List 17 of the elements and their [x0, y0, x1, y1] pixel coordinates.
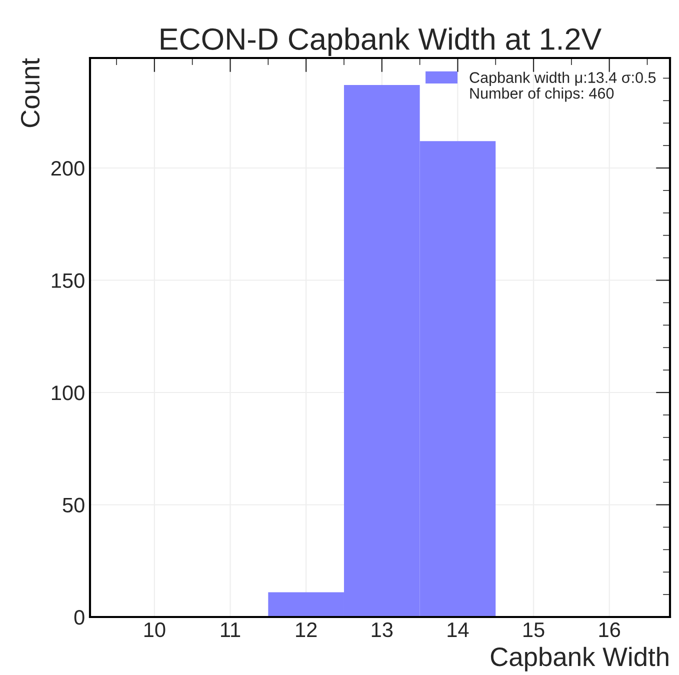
- y-tick-label: 150: [52, 273, 84, 288]
- x-tick-label: 11: [221, 622, 240, 637]
- y-tick-label: 100: [52, 386, 84, 400]
- chart-title: ECON-D Capbank Width at 1.2V: [160, 28, 602, 56]
- x-tick-label: 12: [296, 622, 317, 637]
- x-tick-label: 15: [524, 622, 544, 638]
- y-tick-label: 200: [51, 161, 84, 176]
- annotation: Number of chips: 460: [470, 88, 614, 102]
- x-axis-title: Capbank Width: [490, 646, 668, 672]
- legend-label: Capbank width μ:13.4 σ:0.5: [470, 72, 656, 86]
- x-tick-label: 10: [144, 622, 166, 638]
- x-tick-label: 13: [372, 622, 393, 638]
- y-tick-label: 50: [62, 498, 84, 513]
- x-tick-label: 14: [448, 622, 469, 637]
- x-tick-label: 16: [599, 622, 620, 638]
- y-tick-label: 0: [74, 610, 84, 625]
- y-axis-title: Count: [20, 58, 40, 128]
